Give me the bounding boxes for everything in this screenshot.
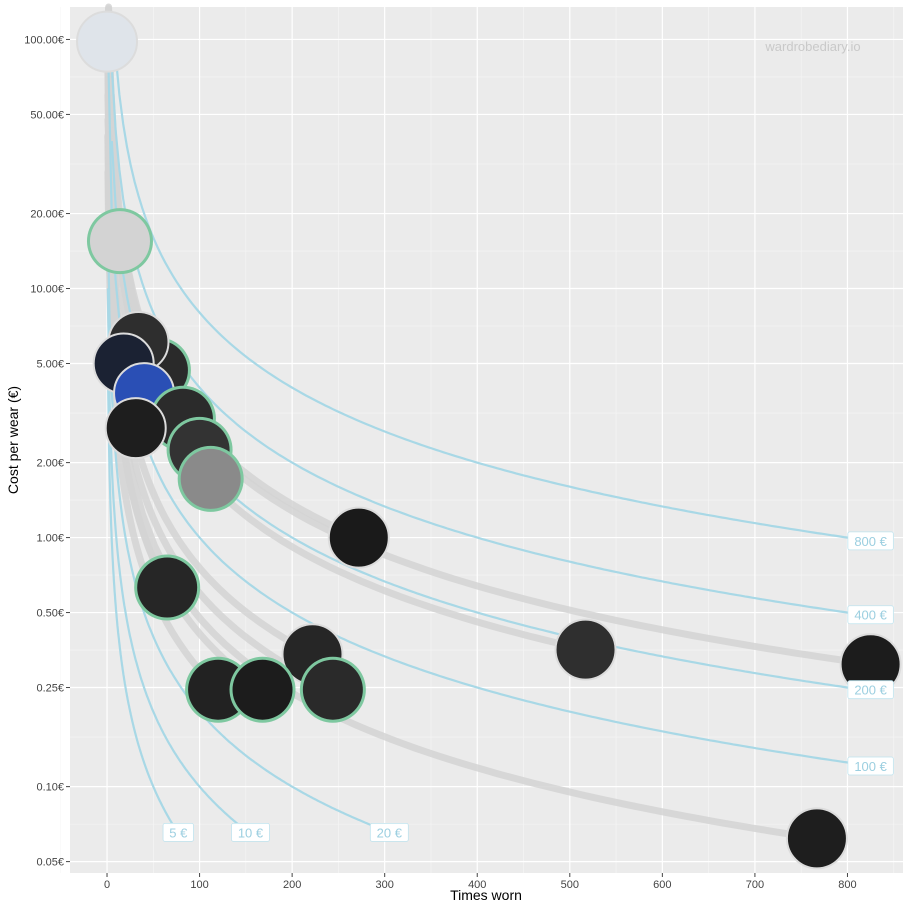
x-tick-label: 800 xyxy=(838,879,856,891)
x-axis: 0 100 200 300 400 500 600 700 800 xyxy=(104,873,857,891)
y-tick-label: 100.00€ xyxy=(24,34,64,46)
black-jacket-g xyxy=(302,659,363,720)
x-tick-label: 300 xyxy=(376,879,394,891)
black-quilted-jacket xyxy=(554,618,617,681)
reference-curves xyxy=(106,39,871,835)
grey-jacket xyxy=(89,211,150,272)
y-tick-label: 0.25€ xyxy=(36,683,64,695)
curve-label-box xyxy=(369,822,409,842)
curve-label: 5 € xyxy=(169,825,188,840)
curve-label: 20 € xyxy=(377,825,403,840)
y-tick-label: 2.00€ xyxy=(36,458,64,470)
black-jacket-e xyxy=(104,397,167,460)
reference-curve-labels: 5 € 10 € 20 € 100 € 200 € 400 € 800 € xyxy=(162,531,894,842)
curve-label: 800 € xyxy=(854,534,887,549)
item-trail xyxy=(116,217,875,668)
curve-label-box xyxy=(847,680,894,700)
item-trail xyxy=(104,116,821,842)
curve-label: 200 € xyxy=(854,683,887,698)
black-parka xyxy=(327,506,390,569)
y-tick-label: 0.05€ xyxy=(36,857,64,869)
black-zip-jacket xyxy=(137,557,198,618)
y-axis: 0.05€ 0.10€ 0.25€ 0.50€ 1.00€ 2.00€ 5.00€ 10.00… xyxy=(24,34,70,869)
curve-label-box xyxy=(847,531,894,551)
curve-label: 400 € xyxy=(854,608,887,623)
reference-curve xyxy=(106,363,180,834)
y-tick-label: 0.10€ xyxy=(36,782,64,794)
curve-label-box xyxy=(231,822,270,842)
curve-label-box xyxy=(162,822,194,842)
x-tick-label: 700 xyxy=(746,879,764,891)
reference-curve xyxy=(106,288,252,835)
curve-label: 100 € xyxy=(854,759,887,774)
x-tick-label: 100 xyxy=(190,879,208,891)
reference-curve xyxy=(114,54,871,542)
grey-hoodie xyxy=(76,10,139,73)
black-puffer-vest xyxy=(785,807,848,870)
y-axis-title: Cost per wear (€) xyxy=(5,386,21,494)
x-tick-label: 400 xyxy=(468,879,486,891)
reference-curve xyxy=(110,141,871,692)
watermark: wardrobediary.io xyxy=(764,39,860,54)
black-jacket-f xyxy=(232,659,293,720)
y-tick-label: 5.00€ xyxy=(36,358,64,370)
curve-label: 10 € xyxy=(238,825,264,840)
y-tick-label: 1.00€ xyxy=(36,533,64,545)
reference-curve xyxy=(106,213,390,834)
x-tick-label: 500 xyxy=(561,879,579,891)
reference-curve xyxy=(106,39,871,767)
black-softshell xyxy=(188,659,249,720)
curve-label-box xyxy=(847,605,894,625)
items xyxy=(76,10,902,870)
x-tick-label: 600 xyxy=(653,879,671,891)
item-trail xyxy=(104,66,316,658)
x-axis-title: Times worn xyxy=(450,887,522,903)
grey-vest xyxy=(180,448,241,509)
y-tick-label: 0.50€ xyxy=(36,608,64,620)
y-tick-label: 10.00€ xyxy=(30,284,64,296)
grid-minor xyxy=(60,7,903,873)
curve-label-box xyxy=(847,756,894,776)
x-tick-label: 200 xyxy=(283,879,301,891)
y-tick-label: 20.00€ xyxy=(30,209,64,221)
y-tick-label: 50.00€ xyxy=(30,109,64,121)
reference-curve xyxy=(110,66,871,617)
x-tick-label: 0 xyxy=(104,879,110,891)
